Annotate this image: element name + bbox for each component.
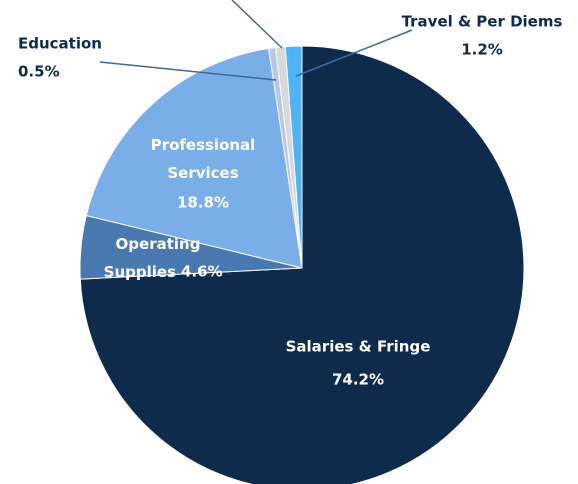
slice-label: Salaries & Fringe bbox=[286, 338, 431, 356]
pie bbox=[79, 45, 525, 484]
pie-slice bbox=[284, 45, 303, 269]
value-label: 1.2% bbox=[461, 41, 503, 59]
slice-label: Professional Services bbox=[151, 136, 256, 182]
value-label: 0.5% bbox=[18, 63, 60, 81]
value-label: 4.6% bbox=[181, 263, 223, 281]
leader-line bbox=[231, 0, 283, 49]
pie-slice bbox=[85, 47, 303, 269]
slice-label: Travel & Per Diems bbox=[402, 13, 563, 31]
slice-label: Operating Supplies bbox=[104, 235, 201, 281]
value-label: 18.8% bbox=[177, 194, 229, 212]
slice-label: Education bbox=[18, 35, 102, 53]
leader-line bbox=[295, 29, 413, 77]
leader-line bbox=[99, 61, 277, 81]
labels: Salaries & Fringe 74.2% Operating Supplies 4… bbox=[18, 13, 562, 389]
value-label: 74.2% bbox=[332, 371, 384, 389]
